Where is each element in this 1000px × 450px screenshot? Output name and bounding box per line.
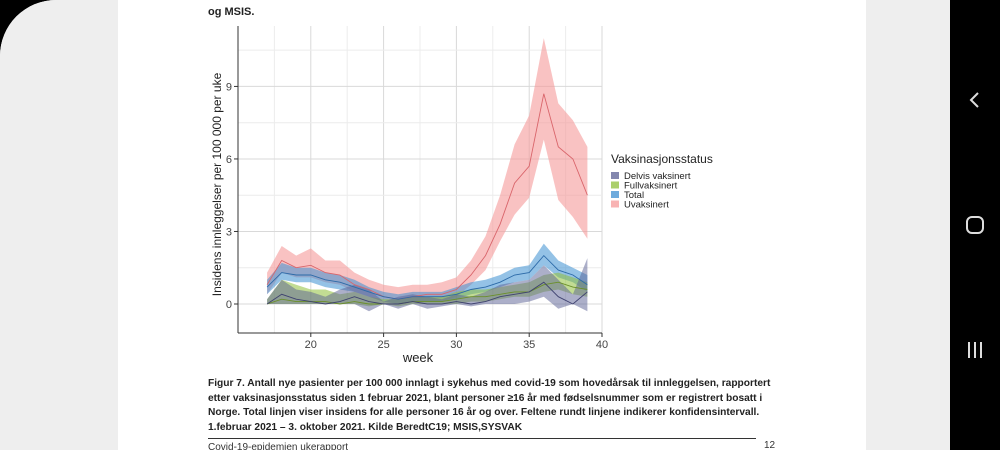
- footer-divider: [208, 438, 756, 439]
- incidence-chart: 20 25 30 35 40 0 3 6 9 week Insidens innleggelser …: [210, 26, 713, 365]
- line-total: [266, 254, 588, 300]
- page-number: 12: [764, 440, 776, 450]
- top-text: og MSIS.: [208, 6, 255, 18]
- confidence-bands: [267, 38, 588, 312]
- legend-swatch: [611, 172, 619, 179]
- y-axis-label: Insidens innleggelser per 100 000 per uk…: [210, 72, 224, 296]
- left-margin: [0, 0, 118, 450]
- series-lines: [266, 93, 588, 305]
- legend-label: Fullvaksinert: [624, 181, 678, 192]
- x-axis-label: week: [402, 350, 434, 365]
- axes: 20 25 30 35 40 0 3 6 9 week Insidens innleggelser …: [210, 26, 608, 365]
- document-viewport[interactable]: og MSIS. 20 25 30 35 40 0 3 6 9 week Insidens innl…: [0, 0, 950, 450]
- legend-label: Total: [624, 190, 644, 201]
- footer-text: Covid-19-epidemien ukerapport: [208, 442, 349, 450]
- x-tick-label: 25: [377, 339, 389, 351]
- legend-swatch: [611, 181, 619, 189]
- x-tick-label: 20: [305, 339, 317, 351]
- x-tick-label: 40: [596, 339, 608, 351]
- line-uvaksinert: [266, 93, 588, 300]
- back-icon[interactable]: [950, 80, 1000, 120]
- line-delvis-vaksinert: [266, 281, 588, 305]
- legend-swatch: [611, 191, 619, 198]
- band-delvis-vaksinert: [267, 258, 588, 312]
- recents-icon[interactable]: [950, 330, 1000, 370]
- legend-label: Delvis vaksinert: [624, 171, 691, 182]
- band-uvaksinert: [267, 38, 588, 304]
- legend: Vaksinasjonsstatus Delvis vaksinertFullva…: [611, 152, 713, 211]
- x-tick-label: 35: [523, 339, 535, 351]
- y-tick-label: 9: [226, 81, 232, 93]
- right-margin: [866, 0, 950, 450]
- legend-title: Vaksinasjonsstatus: [611, 152, 713, 166]
- y-tick-label: 0: [226, 299, 232, 311]
- legend-swatch: [611, 200, 619, 208]
- navigation-bar: [950, 0, 1000, 450]
- line-fullvaksinert: [266, 281, 588, 305]
- legend-label: Uvaksinert: [624, 200, 669, 211]
- figure-caption: Figur 7. Antall nye pasienter per 100 00…: [208, 378, 771, 433]
- y-tick-label: 6: [226, 154, 232, 166]
- y-tick-label: 3: [226, 226, 232, 238]
- home-icon[interactable]: [950, 205, 1000, 245]
- x-tick-label: 30: [450, 339, 462, 351]
